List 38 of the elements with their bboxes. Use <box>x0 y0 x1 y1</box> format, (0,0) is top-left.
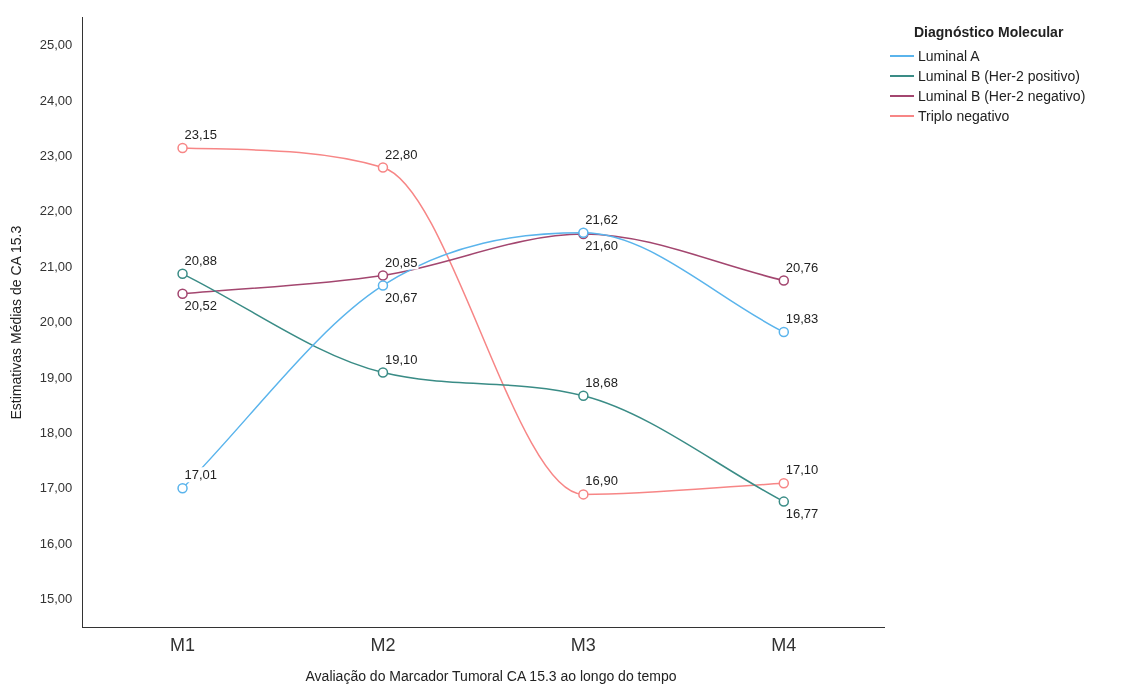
legend-label: Luminal B (Her-2 negativo) <box>918 88 1086 104</box>
data-label: 20,67 <box>384 289 418 305</box>
y-tick-label: 19,00 <box>39 369 73 385</box>
data-label: 19,10 <box>384 351 418 367</box>
y-tick-label: 23,00 <box>39 147 73 163</box>
data-label: 20,88 <box>184 252 218 268</box>
y-tick-label: 15,00 <box>39 591 73 607</box>
legend-label: Triplo negativo <box>918 108 1010 124</box>
legend-title: Diagnóstico Molecular <box>914 24 1065 40</box>
y-tick-label: 22,00 <box>39 203 73 219</box>
legend-label: Luminal B (Her-2 positivo) <box>918 68 1080 84</box>
data-label: 16,90 <box>585 473 618 489</box>
data-label: 19,83 <box>785 311 819 327</box>
y-tick-label: 18,00 <box>39 425 73 441</box>
x-tick-label: M4 <box>771 635 797 656</box>
data-label: 20,52 <box>184 297 218 313</box>
y-tick-label: 20,00 <box>39 314 73 330</box>
legend-label: Luminal A <box>918 48 980 64</box>
y-axis-title: Estimativas Médias de CA 15.3 <box>8 225 25 420</box>
y-tick-label: 17,00 <box>39 480 73 496</box>
x-tick-label: M3 <box>570 635 596 656</box>
y-tick-label: 25,00 <box>39 37 73 53</box>
y-tick-label: 24,00 <box>39 92 73 108</box>
data-label: 21,62 <box>585 211 618 227</box>
data-label: 23,15 <box>184 127 218 143</box>
data-label: 22,80 <box>384 146 418 162</box>
y-tick-label: 21,00 <box>39 258 73 274</box>
data-label: 17,01 <box>184 467 218 483</box>
x-axis-title: Avaliação do Marcador Tumoral CA 15.3 ao longo do tempo <box>304 668 678 684</box>
x-tick-label: M1 <box>170 635 196 656</box>
x-tick-label: M2 <box>370 635 396 656</box>
data-label: 21,60 <box>585 238 618 254</box>
y-tick-label: 16,00 <box>39 535 73 551</box>
data-label: 18,68 <box>585 374 618 390</box>
data-label: 20,76 <box>785 259 819 275</box>
data-label: 20,85 <box>384 254 418 270</box>
data-label: 17,10 <box>785 462 819 478</box>
data-label: 16,77 <box>785 505 819 521</box>
